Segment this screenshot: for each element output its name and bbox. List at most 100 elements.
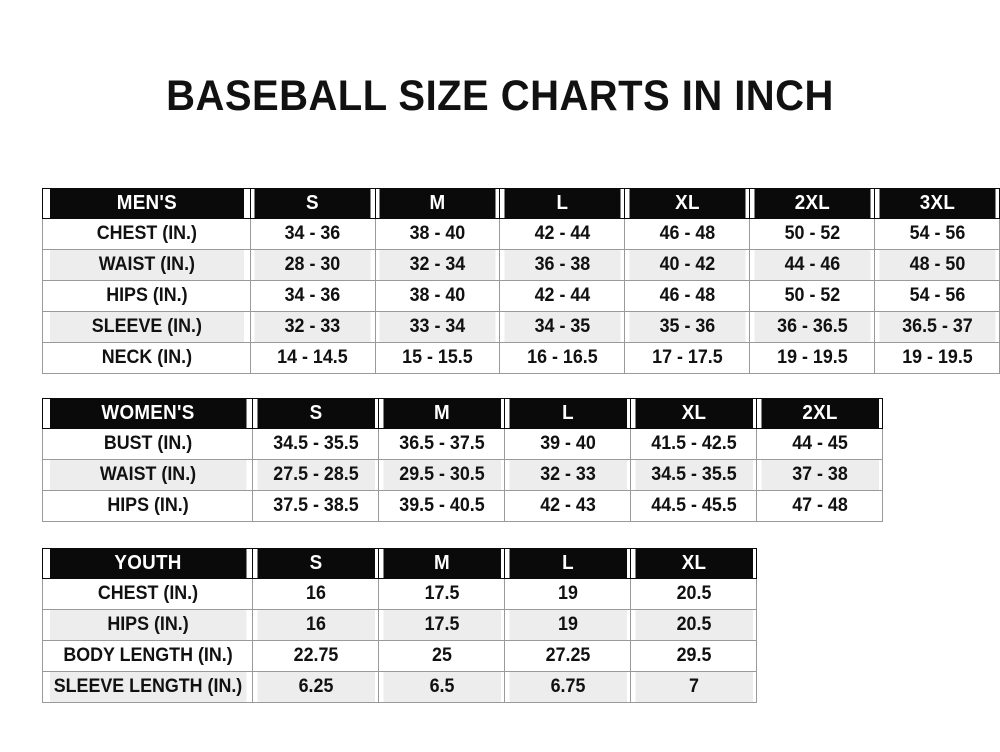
mens-measurement-cell: 46 - 48 [628,218,747,250]
mens-measurement-cell: 44 - 46 [752,249,872,281]
youth-measurement-cell: 29.5 [633,640,754,672]
mens-measurement-cell: 54 - 56 [877,280,997,312]
womens-table-body: BUST (IN.) 34.5 - 35.5 36.5 - 37.5 39 - 40 4… [43,428,883,522]
mens-measurement-cell: 28 - 30 [253,249,372,281]
mens-measurement-cell: 16 - 16.5 [503,342,622,374]
womens-table-head: WOMEN'S S M L XL 2XL [43,398,883,429]
womens-size-header-2xl: 2XL [759,398,880,429]
youth-table-name-header: YOUTH [48,548,247,579]
youth-table-head: YOUTH S M L XL [43,548,757,579]
mens-row-label: SLEEVE (IN.) [48,311,245,343]
womens-size-header-m: M [381,398,502,429]
table-row: CHEST (IN.) 34 - 36 38 - 40 42 - 44 46 - 48 5… [43,218,1000,250]
table-row: CHEST (IN.) 16 17.5 19 20.5 [43,578,757,610]
mens-measurement-cell: 36.5 - 37 [877,311,997,343]
youth-size-header-s: S [255,548,376,579]
youth-measurement-cell: 25 [381,640,502,672]
mens-measurement-cell: 34 - 36 [253,280,372,312]
womens-size-header-xl: XL [633,398,754,429]
mens-row-label: HIPS (IN.) [48,280,245,312]
womens-measurement-cell: 34.5 - 35.5 [255,428,376,460]
mens-measurement-cell: 17 - 17.5 [628,342,747,374]
womens-measurement-cell: 32 - 33 [507,459,628,491]
womens-measurement-cell: 27.5 - 28.5 [255,459,376,491]
youth-row-label: HIPS (IN.) [48,609,247,641]
mens-size-header-3xl: 3XL [877,188,997,219]
mens-size-table: MEN'S S M L XL 2XL 3XL CHEST (IN.) 34 - 36 38 - … [42,188,1000,374]
youth-measurement-cell: 20.5 [633,609,754,641]
mens-size-header-m: M [378,188,497,219]
mens-measurement-cell: 50 - 52 [752,218,872,250]
mens-measurement-cell: 33 - 34 [378,311,497,343]
womens-size-table: WOMEN'S S M L XL 2XL BUST (IN.) 34.5 - 35.5 36.… [42,398,883,522]
womens-row-label: HIPS (IN.) [48,490,247,522]
mens-measurement-cell: 15 - 15.5 [378,342,497,374]
womens-measurement-cell: 34.5 - 35.5 [633,459,754,491]
womens-size-header-s: S [255,398,376,429]
mens-measurement-cell: 36 - 36.5 [752,311,872,343]
youth-size-header-l: L [507,548,628,579]
youth-row-label: SLEEVE LENGTH (IN.) [48,671,247,703]
mens-table-name-header: MEN'S [48,188,245,219]
table-row: NECK (IN.) 14 - 14.5 15 - 15.5 16 - 16.5 17 … [43,342,1000,374]
youth-size-table: YOUTH S M L XL CHEST (IN.) 16 17.5 19 20.5 HIPS (… [42,548,757,703]
youth-row-label: BODY LENGTH (IN.) [48,640,247,672]
womens-measurement-cell: 44 - 45 [759,428,880,460]
youth-measurement-cell: 7 [633,671,754,703]
mens-measurement-cell: 34 - 35 [503,311,622,343]
mens-measurement-cell: 48 - 50 [877,249,997,281]
mens-measurement-cell: 32 - 33 [253,311,372,343]
mens-size-header-l: L [503,188,622,219]
womens-measurement-cell: 29.5 - 30.5 [381,459,502,491]
womens-measurement-cell: 39.5 - 40.5 [381,490,502,522]
mens-measurement-cell: 14 - 14.5 [253,342,372,374]
mens-header-row: MEN'S S M L XL 2XL 3XL [43,188,1000,219]
mens-row-label: NECK (IN.) [48,342,245,374]
womens-measurement-cell: 42 - 43 [507,490,628,522]
youth-measurement-cell: 17.5 [381,609,502,641]
mens-size-header-s: S [253,188,372,219]
mens-measurement-cell: 50 - 52 [752,280,872,312]
womens-row-label: BUST (IN.) [48,428,247,460]
mens-measurement-cell: 19 - 19.5 [877,342,997,374]
womens-size-header-l: L [507,398,628,429]
mens-measurement-cell: 46 - 48 [628,280,747,312]
womens-measurement-cell: 36.5 - 37.5 [381,428,502,460]
table-row: SLEEVE LENGTH (IN.) 6.25 6.5 6.75 7 [43,671,757,703]
mens-row-label: CHEST (IN.) [48,218,245,250]
youth-header-row: YOUTH S M L XL [43,548,757,579]
mens-measurement-cell: 38 - 40 [378,280,497,312]
youth-measurement-cell: 20.5 [633,578,754,610]
youth-measurement-cell: 16 [255,609,376,641]
womens-row-label: WAIST (IN.) [48,459,247,491]
youth-measurement-cell: 19 [507,578,628,610]
youth-measurement-cell: 22.75 [255,640,376,672]
table-row: HIPS (IN.) 37.5 - 38.5 39.5 - 40.5 42 - 43 4… [43,490,883,522]
table-row: HIPS (IN.) 16 17.5 19 20.5 [43,609,757,641]
table-row: WAIST (IN.) 27.5 - 28.5 29.5 - 30.5 32 - 33… [43,459,883,491]
mens-measurement-cell: 54 - 56 [877,218,997,250]
youth-measurement-cell: 16 [255,578,376,610]
youth-measurement-cell: 6.75 [507,671,628,703]
womens-measurement-cell: 37 - 38 [759,459,880,491]
mens-size-header-xl: XL [628,188,747,219]
page-title: BASEBALL SIZE CHARTS IN INCH [166,72,834,120]
youth-size-header-m: M [381,548,502,579]
mens-table-body: CHEST (IN.) 34 - 36 38 - 40 42 - 44 46 - 48 5… [43,218,1000,374]
mens-measurement-cell: 40 - 42 [628,249,747,281]
mens-measurement-cell: 36 - 38 [503,249,622,281]
womens-measurement-cell: 39 - 40 [507,428,628,460]
mens-measurement-cell: 34 - 36 [253,218,372,250]
womens-measurement-cell: 37.5 - 38.5 [255,490,376,522]
womens-measurement-cell: 47 - 48 [759,490,880,522]
youth-measurement-cell: 19 [507,609,628,641]
mens-measurement-cell: 42 - 44 [503,280,622,312]
table-row: BUST (IN.) 34.5 - 35.5 36.5 - 37.5 39 - 40 4… [43,428,883,460]
mens-table-head: MEN'S S M L XL 2XL 3XL [43,188,1000,219]
table-row: BODY LENGTH (IN.) 22.75 25 27.25 29.5 [43,640,757,672]
mens-measurement-cell: 42 - 44 [503,218,622,250]
mens-measurement-cell: 38 - 40 [378,218,497,250]
womens-table-name-header: WOMEN'S [48,398,247,429]
womens-header-row: WOMEN'S S M L XL 2XL [43,398,883,429]
